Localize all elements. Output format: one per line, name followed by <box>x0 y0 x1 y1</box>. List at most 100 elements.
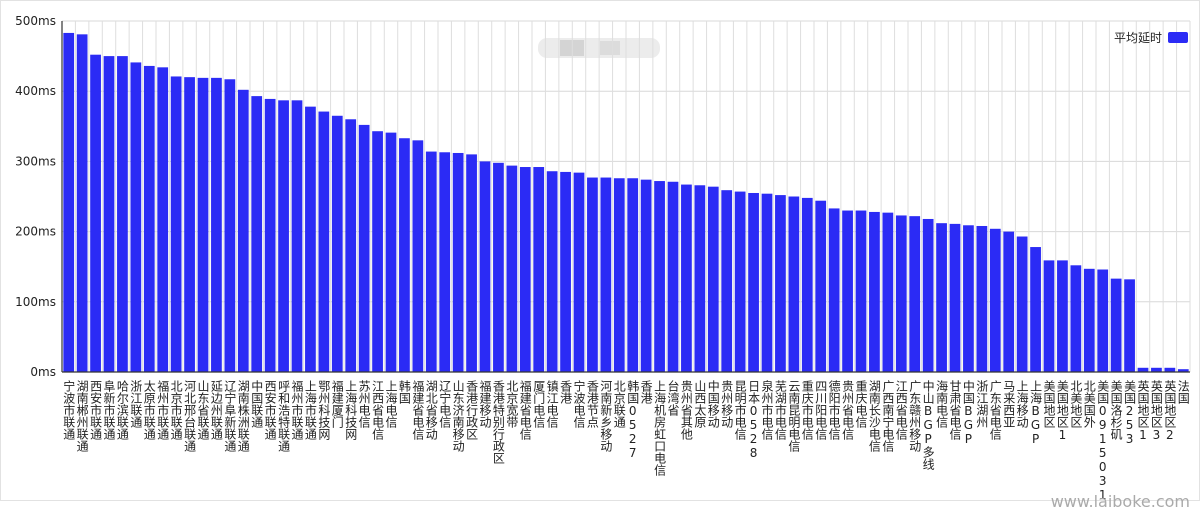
x-tick-label: 山西太原 <box>693 380 707 428</box>
x-tick-label: 贵州省其他 <box>679 380 693 440</box>
y-tick-label: 400ms <box>15 84 56 98</box>
x-tick-label: 广东省电信 <box>988 380 1002 441</box>
x-tick-label: 广东赣州移动 <box>908 380 922 452</box>
x-tick-label: 北京联通 <box>612 380 626 428</box>
bar <box>815 200 827 372</box>
bar <box>828 208 840 372</box>
bar <box>976 225 988 372</box>
bar <box>573 172 585 372</box>
x-tick-label: 英国地区2 <box>1163 380 1177 442</box>
x-tick-label: 北美国外 <box>1082 380 1096 428</box>
bar <box>157 67 169 372</box>
x-tick-label: 香港特别行政区 <box>491 380 505 464</box>
x-tick-label: 美国洛杉矶 <box>1109 380 1123 441</box>
x-tick-label: 昆明市电信 <box>733 380 747 441</box>
bar <box>761 193 773 372</box>
bar <box>1030 247 1041 372</box>
bar <box>1097 269 1109 372</box>
x-tick-label: 辽宁电信 <box>438 380 452 429</box>
bar <box>801 197 813 372</box>
x-tick-label: 湖南株洲联通 <box>236 379 250 452</box>
x-tick-label: 英国地区3 <box>1149 380 1163 442</box>
y-tick-label: 300ms <box>15 154 56 168</box>
x-tick-label: 鄂州科技网 <box>317 380 331 440</box>
x-tick-label: 上海电信 <box>384 380 398 429</box>
bar <box>170 76 182 372</box>
bar <box>1110 278 1122 372</box>
bar <box>667 181 679 372</box>
x-tick-label: 英国地区1 <box>1136 380 1150 442</box>
axes: 0ms100ms200ms300ms400ms500ms宁波市联通 湖南郴州联通西… <box>15 14 1190 502</box>
x-tick-label: 韩国 <box>397 379 411 404</box>
bar <box>90 54 101 373</box>
y-tick-label: 200ms <box>15 225 56 239</box>
x-tick-label: 福建省电信 <box>518 379 532 441</box>
x-tick-label: 美国地区1 <box>1055 380 1069 442</box>
x-tick-label: 辽宁阜新联通 <box>223 380 237 452</box>
bar <box>305 106 316 373</box>
legend-label: 平均延时 <box>1114 31 1162 45</box>
x-tick-label: 上海科技网 <box>344 380 358 440</box>
bar <box>963 225 974 372</box>
x-tick-label: 上海市联通 <box>303 380 317 440</box>
bar <box>681 184 692 372</box>
bar <box>640 179 652 372</box>
bar <box>224 79 236 373</box>
x-tick-label: 海南电信 <box>935 379 949 429</box>
x-tick-label: 上海BGP <box>1029 380 1043 446</box>
bar <box>600 177 612 372</box>
bar <box>882 212 894 372</box>
y-tick-label: 500ms <box>15 14 56 28</box>
bar <box>694 185 706 372</box>
bar <box>1057 260 1068 372</box>
bar <box>372 131 383 372</box>
bars <box>63 32 1189 373</box>
x-tick-label: 浙江湖州 <box>975 380 989 428</box>
bar <box>654 181 665 372</box>
y-tick-label: 100ms <box>15 295 56 309</box>
x-tick-label: 上海移动 <box>1015 380 1029 428</box>
bar <box>855 210 867 372</box>
x-tick-label: 北京宽带 <box>505 380 519 428</box>
bar <box>895 215 907 372</box>
x-tick-label: 芜湖市电信 <box>773 380 787 441</box>
x-tick-label: 台湾省 <box>666 379 680 416</box>
x-tick-label: 福建省电信 <box>411 379 425 441</box>
bar <box>949 223 961 372</box>
x-tick-label: 呼和浩特联通 <box>277 380 291 452</box>
bar <box>331 115 343 373</box>
x-tick-label: 贵州移动 <box>720 380 734 428</box>
bar <box>264 98 276 372</box>
x-tick-label: 福建厦门 <box>330 379 344 428</box>
bar <box>546 171 558 372</box>
x-tick-label: 湖南郴州联通 <box>75 379 89 452</box>
bar <box>211 77 222 372</box>
bar <box>143 65 155 372</box>
x-tick-label: 北京市联通 <box>169 380 183 440</box>
x-tick-label: 重庆市电信 <box>800 380 814 441</box>
x-tick-label: 河北邢台联通 <box>183 380 197 452</box>
bar <box>63 32 75 373</box>
x-tick-label: 浙江联通 <box>129 380 143 428</box>
x-tick-label: 阜新市联通 <box>102 380 116 440</box>
grid <box>61 20 1191 373</box>
bar <box>318 111 330 373</box>
bar <box>869 211 880 372</box>
bar <box>237 89 249 373</box>
bar <box>1124 279 1135 372</box>
bar <box>1137 367 1149 372</box>
x-tick-label: 上海机房虹口电信 <box>653 380 667 477</box>
x-tick-label: 福州市联通 <box>290 379 304 440</box>
x-tick-label: 香港 <box>639 380 653 404</box>
bar <box>560 171 571 372</box>
bar <box>399 138 410 372</box>
bar <box>1083 268 1095 372</box>
x-tick-label: 镇江电信 <box>545 380 559 429</box>
x-tick-label: 四川阳电信 <box>814 380 828 441</box>
x-tick-label: 泉州市电信 <box>760 380 774 441</box>
x-tick-label: 德阳市电信 <box>827 379 841 441</box>
x-tick-label: 延边州联通 <box>209 380 223 440</box>
bar <box>1016 236 1028 372</box>
bar <box>506 165 518 372</box>
x-tick-label: 中国联通 <box>250 379 264 428</box>
